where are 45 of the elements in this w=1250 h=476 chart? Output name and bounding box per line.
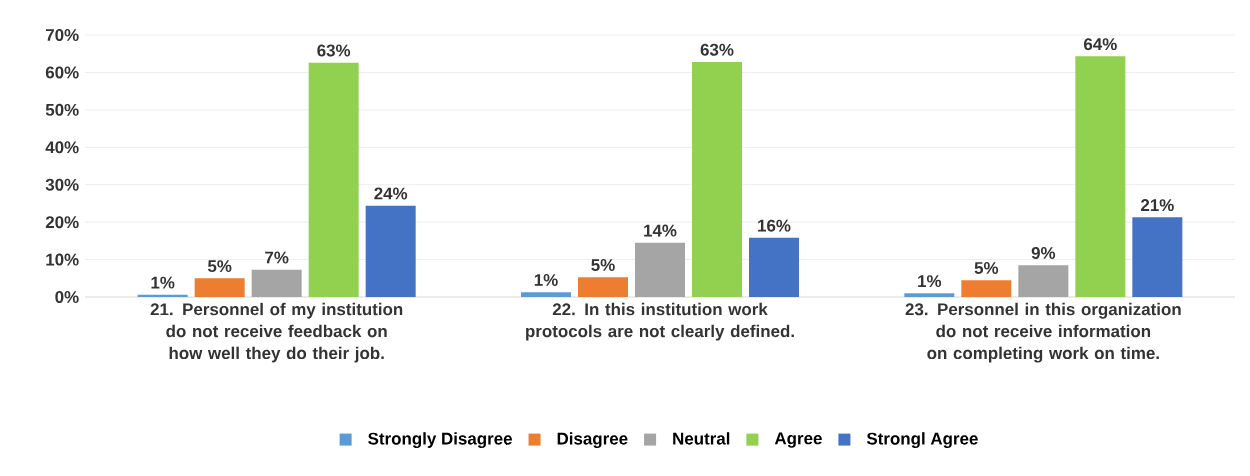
y-tick-label: 30% (45, 178, 79, 191)
legend-label: Strongl Agree (866, 432, 978, 449)
data-label: 16% (758, 219, 791, 232)
y-tick-label: 60% (45, 66, 79, 79)
bar (578, 277, 628, 297)
data-label: 1% (534, 274, 558, 286)
data-label: 14% (644, 224, 677, 237)
data-label: 5% (207, 260, 232, 273)
bar (365, 205, 416, 297)
data-label: 5% (974, 262, 999, 274)
bar (1018, 265, 1069, 297)
x-tick-label: 21. Personnel of my institution do not receive feedback on how well they do their job. (150, 302, 403, 363)
bar (1132, 217, 1183, 297)
y-tick-label: 70% (45, 29, 79, 41)
data-label: 24% (374, 187, 408, 200)
data-label: 5% (591, 259, 615, 271)
legend-label: Disagree (557, 432, 628, 449)
legend-label: Strongly Disagree (368, 432, 512, 449)
data-label: 63% (700, 43, 734, 56)
data-label: 64% (1084, 38, 1117, 51)
data-label: 1% (151, 276, 175, 289)
bar (635, 242, 685, 297)
bar (692, 61, 742, 297)
bar (961, 280, 1012, 297)
data-label: 9% (1031, 246, 1056, 259)
bar (308, 62, 359, 297)
x-tick-label: 23. Personnel in this organization do not receive information on completing work on time. (905, 302, 1181, 363)
data-label: 21% (1140, 199, 1174, 212)
bar (904, 293, 955, 297)
legend-label: Neutral (673, 432, 730, 445)
bar (749, 237, 799, 297)
bar (521, 292, 571, 297)
y-tick-label: 40% (45, 141, 79, 154)
data-label: 1% (918, 275, 942, 288)
y-tick-label: 20% (45, 216, 79, 229)
data-label: 7% (265, 251, 289, 264)
bar (194, 278, 245, 297)
y-tick-label: 10% (46, 253, 79, 266)
y-tick-label: 50% (45, 103, 79, 116)
bar (1075, 56, 1126, 297)
bar (251, 269, 302, 297)
x-tick-label: 22. In this institution work protocols are not clearly defined. (526, 302, 794, 341)
legend-label: Agree (774, 432, 822, 448)
data-label: 63% (317, 44, 351, 57)
y-tick-label: 0% (55, 291, 79, 303)
